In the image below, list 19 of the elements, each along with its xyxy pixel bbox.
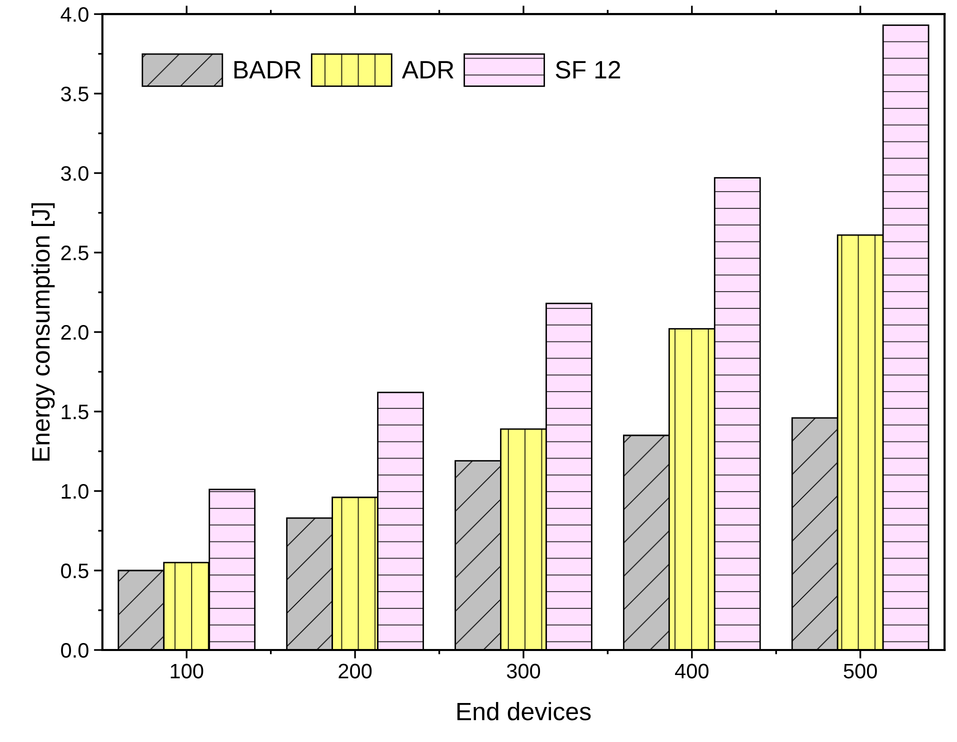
legend-label: BADR — [234, 61, 301, 78]
x-tick-label: 200 — [338, 664, 372, 678]
x-tick-label: 100 — [170, 664, 204, 678]
y-tick-label: 2.5 — [61, 246, 88, 260]
legend-label: SF 12 — [556, 60, 620, 79]
x-tick-label: 500 — [844, 664, 877, 678]
y-tick-label: 0.0 — [61, 642, 88, 658]
y-tick-label: 4.0 — [60, 7, 88, 22]
y-tick-label: 2.0 — [61, 325, 88, 340]
legend-label: ADR — [402, 61, 454, 78]
x-tick-label: 400 — [675, 664, 708, 678]
y-tick-label: 3.0 — [61, 166, 88, 181]
y-axis-title: Energy consumption [J] — [31, 203, 55, 461]
y-tick-label: 1.5 — [62, 404, 88, 420]
x-tick-label: 300 — [506, 664, 540, 678]
x-axis-title: End devices — [457, 702, 591, 720]
y-tick-label: 3.5 — [61, 86, 88, 102]
y-tick-label: 0.5 — [61, 564, 88, 578]
y-tick-label: 1.0 — [62, 484, 88, 499]
